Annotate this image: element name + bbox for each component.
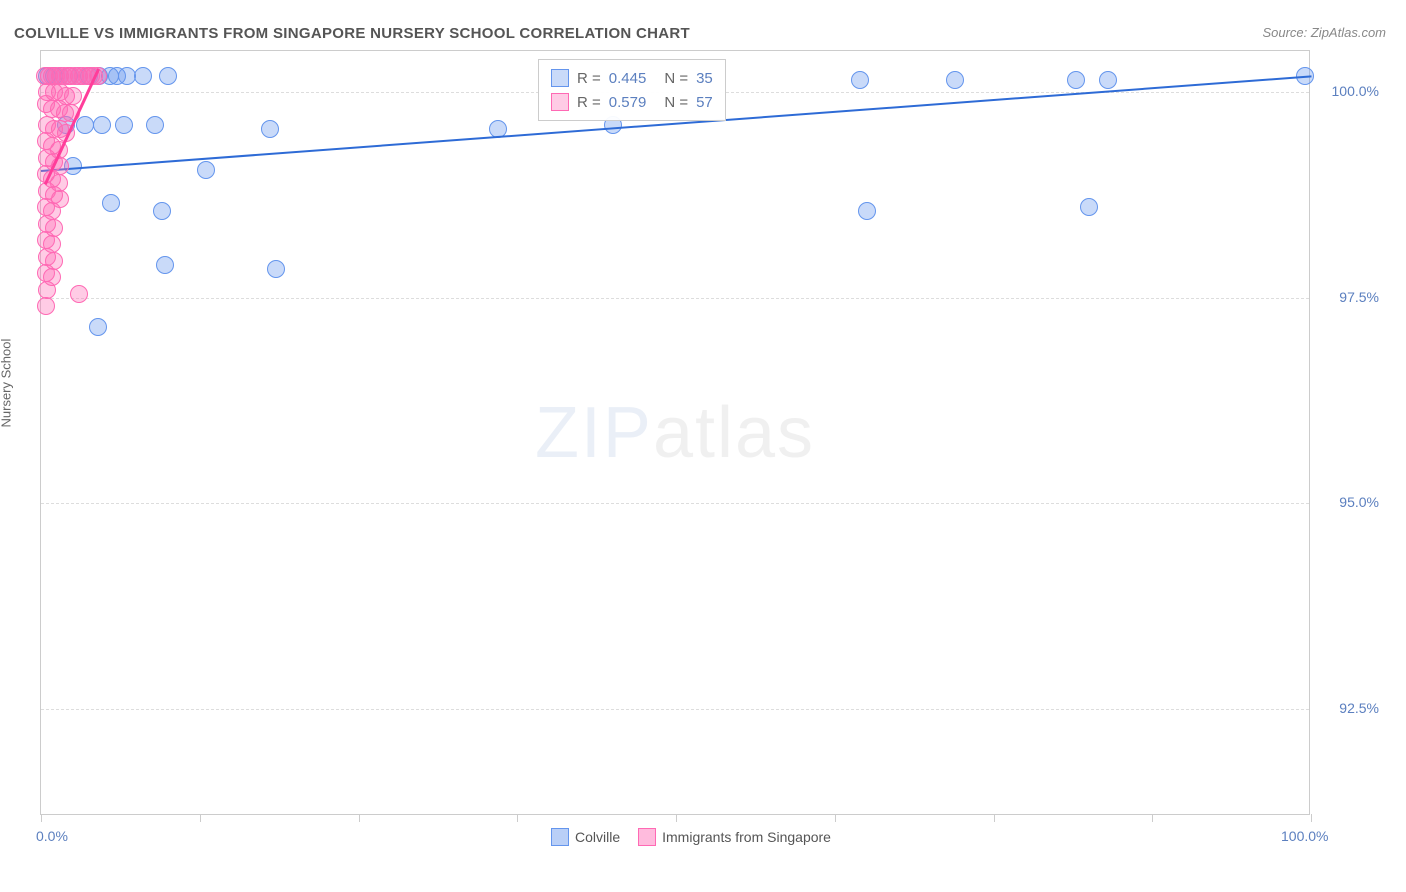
scatter-point	[115, 116, 133, 134]
x-tick	[1152, 814, 1153, 822]
x-tick-label: 100.0%	[1281, 828, 1328, 844]
legend-label: Immigrants from Singapore	[662, 829, 831, 845]
x-tick	[1311, 814, 1312, 822]
scatter-point	[1067, 71, 1085, 89]
scatter-point	[146, 116, 164, 134]
watermark-atlas: atlas	[653, 393, 815, 473]
stats-row: R = 0.445 N = 35	[551, 66, 713, 90]
scatter-point	[89, 318, 107, 336]
scatter-point	[851, 71, 869, 89]
scatter-point	[38, 281, 56, 299]
legend-item: Immigrants from Singapore	[638, 828, 831, 846]
x-tick-label: 0.0%	[36, 828, 68, 844]
stat-swatch	[551, 93, 569, 111]
gridline-h	[41, 709, 1309, 710]
watermark-zip: ZIP	[535, 393, 653, 473]
stats-box: R = 0.445 N = 35 R = 0.579 N = 57	[538, 59, 726, 121]
scatter-point	[37, 297, 55, 315]
stat-n-label: N =	[664, 70, 688, 87]
scatter-point	[102, 194, 120, 212]
scatter-point	[159, 67, 177, 85]
chart-source: Source: ZipAtlas.com	[1262, 25, 1386, 40]
scatter-point	[261, 120, 279, 138]
x-tick	[835, 814, 836, 822]
stat-r-label: R =	[577, 70, 601, 87]
scatter-point	[76, 116, 94, 134]
watermark: ZIPatlas	[535, 392, 815, 474]
chart-container: COLVILLE VS IMMIGRANTS FROM SINGAPORE NU…	[0, 0, 1406, 892]
legend-swatch	[638, 828, 656, 846]
y-axis-label: Nursery School	[0, 339, 14, 428]
x-tick	[359, 814, 360, 822]
x-tick	[994, 814, 995, 822]
stat-r-label: R =	[577, 94, 601, 111]
y-tick-label: 95.0%	[1319, 494, 1379, 510]
scatter-point	[70, 285, 88, 303]
scatter-point	[197, 161, 215, 179]
x-tick	[517, 814, 518, 822]
scatter-point	[64, 87, 82, 105]
gridline-h	[41, 503, 1309, 504]
y-tick-label: 100.0%	[1319, 83, 1379, 99]
scatter-point	[134, 67, 152, 85]
legend-item: Colville	[551, 828, 620, 846]
scatter-point	[156, 256, 174, 274]
x-tick	[200, 814, 201, 822]
stat-n-value: 57	[696, 94, 713, 111]
legend: Colville Immigrants from Singapore	[551, 828, 831, 846]
scatter-point	[153, 202, 171, 220]
scatter-point	[1080, 198, 1098, 216]
stat-n-label: N =	[664, 94, 688, 111]
scatter-point	[858, 202, 876, 220]
scatter-point	[1099, 71, 1117, 89]
x-tick	[41, 814, 42, 822]
legend-label: Colville	[575, 829, 620, 845]
stat-r-value: 0.579	[609, 94, 647, 111]
legend-swatch	[551, 828, 569, 846]
scatter-point	[946, 71, 964, 89]
scatter-point	[267, 260, 285, 278]
stats-row: R = 0.579 N = 57	[551, 90, 713, 114]
stat-r-value: 0.445	[609, 70, 647, 87]
stat-swatch	[551, 69, 569, 87]
stat-n-value: 35	[696, 70, 713, 87]
y-tick-label: 97.5%	[1319, 289, 1379, 305]
gridline-h	[41, 298, 1309, 299]
scatter-point	[93, 116, 111, 134]
y-tick-label: 92.5%	[1319, 700, 1379, 716]
chart-title: COLVILLE VS IMMIGRANTS FROM SINGAPORE NU…	[14, 25, 690, 42]
x-tick	[676, 814, 677, 822]
plot-area: ZIPatlas 92.5%95.0%97.5%100.0%0.0%100.0%…	[40, 50, 1310, 815]
